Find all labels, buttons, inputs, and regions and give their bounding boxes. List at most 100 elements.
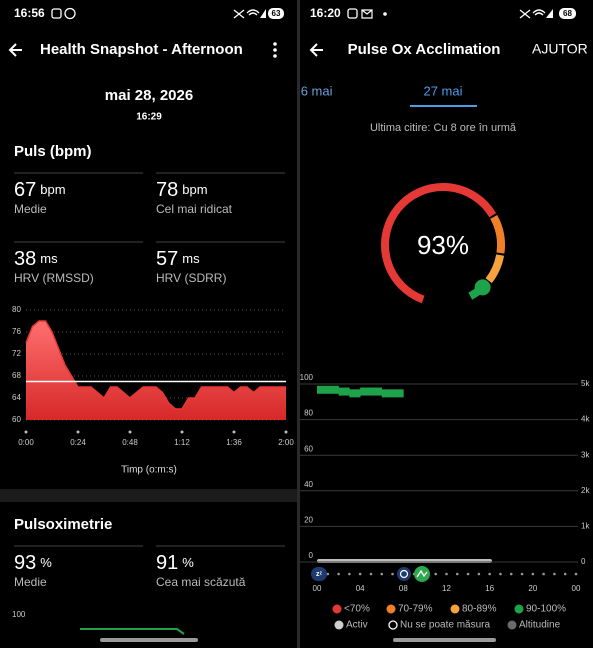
y-tick-label: 80 — [12, 305, 21, 314]
x-tick-dot — [180, 430, 184, 434]
y-tick-label: 40 — [304, 480, 313, 489]
legend-swatch — [388, 620, 398, 630]
y2-tick-label: 3k — [581, 450, 590, 459]
gauge-marker — [474, 279, 491, 296]
x-tick-dot — [445, 572, 448, 576]
back-button[interactable] — [8, 43, 22, 57]
x-tick-label: 0:24 — [70, 438, 86, 447]
spo2-bar — [381, 389, 393, 398]
y-tick-label: 80 — [304, 409, 313, 418]
last-reading: Ultima citire: Cu 8 ore în urmă — [370, 122, 517, 134]
x-tick-label: 0:48 — [122, 438, 138, 447]
stat-label: HRV (SDRR) — [156, 271, 226, 285]
battery-level: 63 — [272, 9, 281, 18]
y-tick-label: 60 — [304, 444, 313, 453]
alarm-icon — [397, 567, 411, 581]
help-button[interactable]: AJUTOR — [532, 41, 588, 57]
y-tick-label: 20 — [304, 516, 313, 525]
stat-unit: ms — [182, 251, 200, 266]
y2-tick-label: 2k — [581, 486, 590, 495]
right-screen: 16:20 68 Pulse Ox Acclimation AJUTOR 26 … — [300, 0, 593, 648]
snapshot-date: mai 28, 2026 — [105, 87, 193, 104]
date-tab-selected[interactable]: 27 mai — [423, 83, 462, 98]
hour-dot — [369, 572, 373, 576]
y-tick-label: 0 — [309, 551, 314, 560]
stat-number: 93 — [14, 552, 36, 574]
stat-value: 78 bpm — [156, 179, 208, 201]
hour-dot — [337, 572, 340, 576]
x-tick-dot — [76, 430, 80, 434]
activity-icon — [414, 566, 430, 582]
y-tick-label: 76 — [12, 327, 21, 336]
hour-dot — [553, 572, 556, 576]
gauge-segment — [381, 183, 497, 304]
stat-number: 38 — [14, 248, 36, 270]
back-button[interactable] — [309, 43, 323, 57]
hour-dot — [477, 572, 481, 576]
y-tick-label: 100 — [300, 373, 314, 382]
hour-dot — [348, 572, 351, 576]
hour-dot — [509, 572, 513, 576]
gauge-value: 93% — [417, 230, 469, 260]
battery-level: 68 — [563, 9, 572, 18]
spo2-bar — [349, 389, 361, 398]
stat-value: 91% — [156, 552, 194, 574]
stat-unit: bpm — [182, 182, 207, 197]
legend-swatch — [514, 604, 524, 614]
status-time: 16:56 — [14, 6, 45, 20]
spo2-trace — [80, 628, 185, 635]
x-tick-dot — [574, 572, 578, 576]
alarm-icon-face — [399, 569, 409, 579]
y-tick-label: 64 — [12, 393, 21, 402]
nav-handle — [393, 638, 496, 642]
legend-label: <70% — [344, 604, 370, 615]
x-tick-label: 20 — [528, 584, 537, 593]
stat-number: 78 — [156, 179, 178, 201]
hr-line — [25, 320, 286, 410]
y-tick-label: 68 — [12, 371, 21, 380]
section-title: Pulsoximetrie — [14, 516, 112, 533]
x-tick-dot — [531, 572, 535, 576]
legend-swatch — [507, 620, 517, 630]
x-tick-label: 2:00 — [278, 438, 294, 447]
stat-value: 57 ms — [156, 248, 200, 270]
legend-label: Nu se poate măsura — [400, 620, 490, 631]
x-tick-label: 08 — [399, 584, 408, 593]
y2-tick-label: 1k — [581, 522, 590, 531]
stat-value: 93% — [14, 552, 52, 574]
stat-label: HRV (RMSSD) — [14, 271, 94, 285]
x-tick-label: 0:00 — [18, 438, 34, 447]
y2-tick-label: 5k — [581, 379, 590, 388]
stat-unit: bpm — [40, 182, 65, 197]
hour-dot — [455, 572, 459, 576]
hour-dot — [326, 572, 330, 576]
stat-label: Medie — [14, 202, 47, 216]
hour-dot — [542, 572, 545, 576]
hr-area — [26, 321, 286, 420]
legend-label: 90-100% — [526, 604, 566, 615]
x-tick-label: 1:36 — [226, 438, 242, 447]
x-tick-label: 00 — [313, 584, 322, 593]
hour-dot — [499, 572, 502, 576]
legend-swatch — [386, 604, 396, 614]
status-time: 16:20 — [310, 6, 341, 20]
stat-number: 91 — [156, 552, 178, 574]
y2-tick-label: 0 — [581, 557, 586, 566]
spo2-bar — [360, 387, 372, 396]
gauge-segment — [485, 254, 505, 284]
sleep-icon-glyph: zᶻ — [316, 571, 323, 578]
section-separator — [0, 489, 297, 502]
date-tab[interactable]: 26 mai — [300, 83, 333, 98]
y-tick-label: 72 — [12, 349, 21, 358]
legend-swatch — [332, 604, 342, 614]
stat-label: Medie — [14, 575, 47, 589]
stat-label: Cel mai ridicat — [156, 202, 233, 216]
stat-unit: % — [40, 555, 52, 570]
legend-swatch — [334, 620, 344, 630]
menu-button[interactable] — [273, 42, 277, 58]
section-title: Puls (bpm) — [14, 143, 92, 160]
x-tick-label: 00 — [572, 584, 581, 593]
status-icons — [51, 7, 284, 20]
x-tick-dot — [284, 430, 288, 434]
